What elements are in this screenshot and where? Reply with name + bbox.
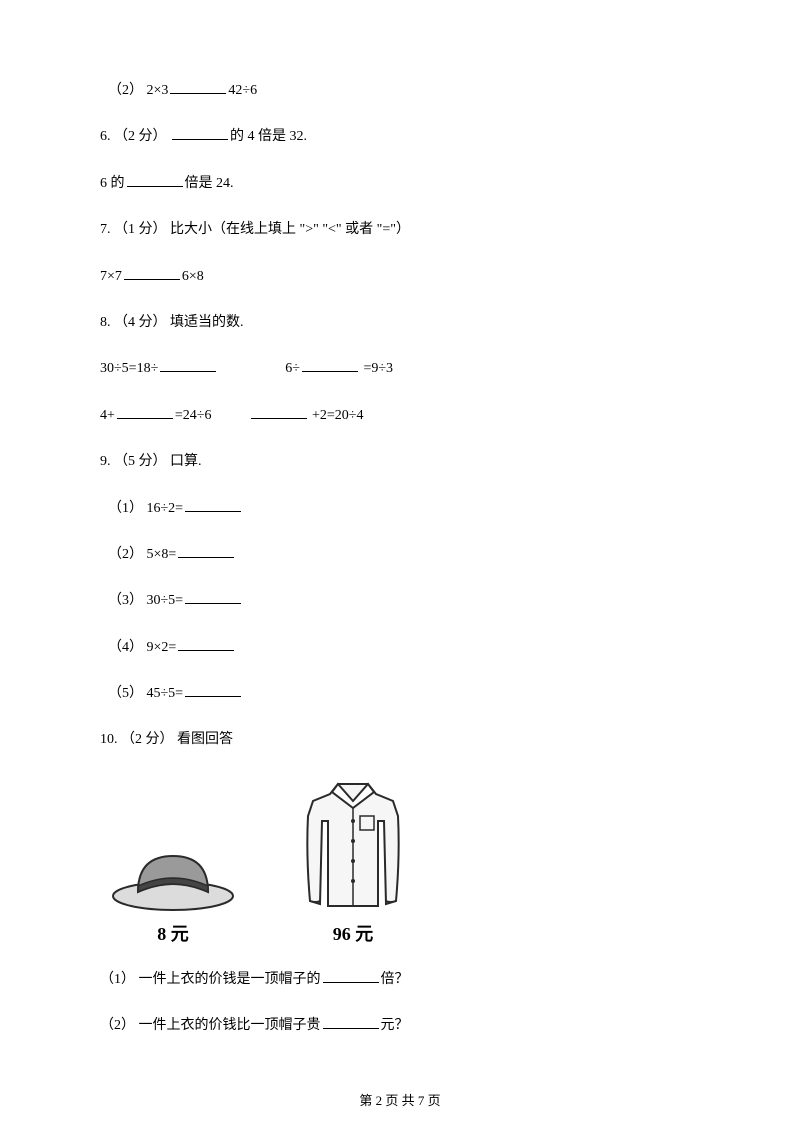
q10-images: 8 元 96 元: [100, 776, 700, 949]
text-right: 6÷ =9÷3: [285, 361, 393, 376]
text: 8. （4 分） 填适当的数.: [100, 315, 244, 330]
text: （4） 9×2=: [108, 640, 236, 655]
q9-prompt: 9. （5 分） 口算.: [100, 451, 700, 473]
text: 6. （2 分） 的 4 倍是 32.: [100, 129, 307, 144]
text: 7. （1 分） 比大小（在线上填上 ">" "<" 或者 "="）: [100, 222, 410, 237]
q9-3: （3） 30÷5=: [100, 590, 700, 612]
blank: [185, 590, 241, 604]
blank: [185, 683, 241, 697]
text-left: 4+=24÷6: [100, 408, 212, 423]
q6-line2: 6 的倍是 24.: [100, 173, 700, 195]
text: （3） 30÷5=: [108, 593, 243, 608]
hat-icon: [108, 836, 238, 916]
text: 7×76×8: [100, 269, 204, 284]
blank: [323, 1015, 379, 1029]
page-footer: 第 2 页 共 7 页: [0, 1091, 800, 1112]
q9-2: （2） 5×8=: [100, 544, 700, 566]
shirt-price-label: 96 元: [333, 920, 374, 949]
q8-prompt: 8. （4 分） 填适当的数.: [100, 312, 700, 334]
q10-1: （1） 一件上衣的价钱是一顶帽子的倍？: [100, 969, 700, 991]
text: （2） 5×8=: [108, 547, 236, 562]
text: （5） 45÷5=: [108, 686, 243, 701]
text: （1） 一件上衣的价钱是一顶帽子的倍？: [100, 972, 409, 987]
text: 10. （2 分） 看图回答: [100, 732, 233, 747]
text: 9. （5 分） 口算.: [100, 454, 202, 469]
text: （2） 2×342÷6: [108, 83, 257, 98]
q9-1: （1） 16÷2=: [100, 498, 700, 520]
shirt-block: 96 元: [298, 776, 408, 949]
blank: [302, 358, 358, 372]
text-left: 30÷5=18÷: [100, 361, 218, 376]
shirt-icon: [298, 776, 408, 916]
q7-prompt: 7. （1 分） 比大小（在线上填上 ">" "<" 或者 "="）: [100, 219, 700, 241]
blank: [251, 405, 307, 419]
q8-row1: 30÷5=18÷ 6÷ =9÷3: [100, 358, 700, 380]
blank: [127, 173, 183, 187]
q5-sub2: （2） 2×342÷6: [100, 80, 700, 102]
q10-prompt: 10. （2 分） 看图回答: [100, 729, 700, 751]
q9-4: （4） 9×2=: [100, 637, 700, 659]
q7-expr: 7×76×8: [100, 266, 700, 288]
blank: [160, 358, 216, 372]
text-right: +2=20÷4: [249, 408, 364, 423]
blank: [323, 969, 379, 983]
footer-text: 第 2 页 共 7 页: [359, 1093, 440, 1108]
text: （1） 16÷2=: [108, 501, 243, 516]
text: 6 的倍是 24.: [100, 176, 234, 191]
text: （2） 一件上衣的价钱比一顶帽子贵元？: [100, 1018, 409, 1033]
blank: [170, 80, 226, 94]
blank: [124, 266, 180, 280]
blank: [178, 637, 234, 651]
q10-2: （2） 一件上衣的价钱比一顶帽子贵元？: [100, 1015, 700, 1037]
blank: [178, 544, 234, 558]
q8-row2: 4+=24÷6 +2=20÷4: [100, 405, 700, 427]
blank: [172, 126, 228, 140]
blank: [117, 405, 173, 419]
q6-line1: 6. （2 分） 的 4 倍是 32.: [100, 126, 700, 148]
blank: [185, 498, 241, 512]
hat-price-label: 8 元: [157, 920, 189, 949]
q9-5: （5） 45÷5=: [100, 683, 700, 705]
hat-block: 8 元: [108, 836, 238, 949]
